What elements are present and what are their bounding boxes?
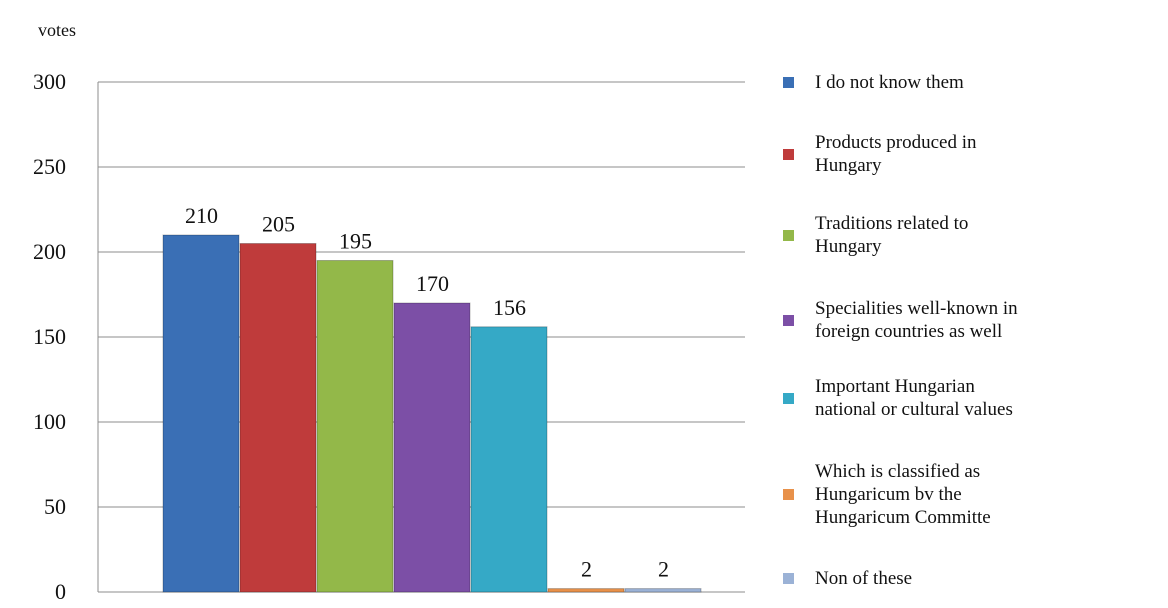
y-tick-label: 50: [44, 494, 66, 519]
legend-item: Non of these: [783, 567, 912, 590]
data-label: 195: [339, 229, 372, 254]
legend-item: I do not know them: [783, 71, 964, 94]
legend-item: Traditions related to Hungary: [783, 212, 968, 258]
legend-label: Traditions related to Hungary: [815, 213, 969, 257]
data-label: 2: [581, 557, 592, 582]
legend-swatch: [783, 314, 794, 326]
legend-swatch: [783, 572, 794, 584]
legend-label: I do not know them: [815, 71, 964, 93]
bar: [624, 588, 702, 593]
legend-item: Important Hungarian national or cultural…: [783, 375, 1013, 421]
y-tick-label: 200: [33, 239, 66, 264]
legend-swatch: [783, 392, 794, 404]
legend-item: Which is classified as Hungaricum bv the…: [783, 460, 991, 529]
legend-swatch: [783, 148, 794, 160]
legend: I do not know them Products produced in H…: [783, 0, 1163, 608]
y-tick-label: 150: [33, 324, 66, 349]
data-label: 2: [658, 557, 669, 582]
legend-swatch: [783, 229, 794, 241]
legend-label: Which is classified as Hungaricum bv the…: [815, 460, 991, 528]
bar: [470, 326, 548, 593]
bar: [239, 243, 317, 593]
legend-swatch: [783, 488, 794, 500]
data-label: 210: [185, 203, 218, 228]
legend-item: Specialities well-known in foreign count…: [783, 297, 1018, 343]
legend-label: Important Hungarian national or cultural…: [815, 376, 1013, 420]
legend-swatch: [783, 76, 794, 88]
legend-label: Specialities well-known in foreign count…: [815, 298, 1018, 342]
data-label: 156: [493, 295, 526, 320]
legend-item: Products produced in Hungary: [783, 131, 976, 177]
bar: [316, 260, 394, 593]
y-tick-label: 0: [55, 579, 66, 604]
y-tick-label: 300: [33, 69, 66, 94]
bar: [547, 588, 625, 593]
legend-label: Products produced in Hungary: [815, 132, 977, 176]
y-tick-label: 100: [33, 409, 66, 434]
y-tick-label: 250: [33, 154, 66, 179]
bar: [393, 302, 471, 593]
data-label: 205: [262, 212, 295, 237]
y-axis-label: votes: [38, 20, 76, 40]
legend-label: Non of these: [815, 567, 913, 589]
bar: [162, 234, 240, 593]
data-label: 170: [416, 271, 449, 296]
